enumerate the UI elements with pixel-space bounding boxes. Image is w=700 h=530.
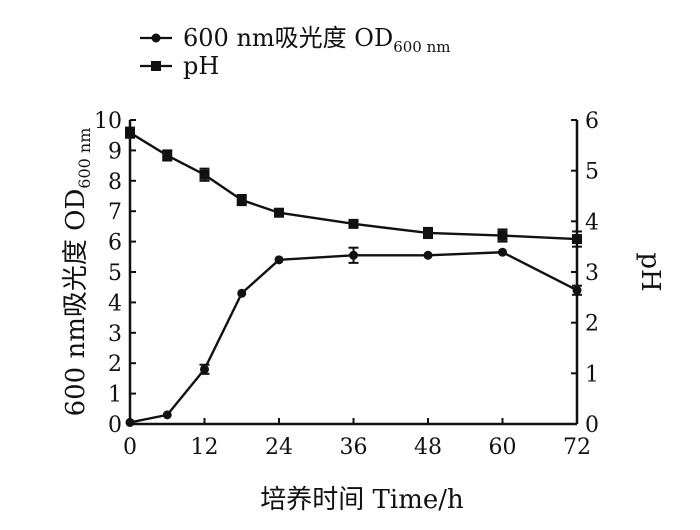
right-y-tick-label: 0 — [585, 413, 599, 438]
left-y-axis-title: 600 nm吸光度 OD600 nm — [61, 128, 94, 417]
series-line-od — [129, 251, 578, 424]
left-y-tick-label: 0 — [108, 413, 122, 438]
data-point-od — [349, 250, 358, 260]
legend: 600 nm吸光度 OD600 nm pH — [140, 24, 451, 80]
data-point-ph — [497, 230, 508, 241]
x-axis-title: 培养时间 Time/h — [260, 485, 464, 515]
data-point-ph — [572, 234, 582, 245]
x-tick-label: 48 — [414, 435, 442, 460]
left-y-tick-label: 1 — [108, 383, 122, 408]
right-y-tick-label: 1 — [585, 362, 599, 387]
left-y-axis-title-main: 600 nm吸光度 OD — [61, 189, 91, 417]
legend-item-od: 600 nm吸光度 OD600 nm — [140, 24, 451, 56]
left-y-tick-label: 8 — [108, 170, 122, 195]
data-markers — [125, 127, 582, 427]
legend-label-ph: pH — [183, 52, 219, 80]
data-point-ph — [423, 227, 433, 238]
left-y-axis-title-sub: 600 nm — [75, 128, 94, 189]
x-tick-label: 72 — [563, 435, 591, 460]
data-point-od — [572, 285, 582, 295]
right-y-tick-label: 2 — [585, 312, 599, 337]
x-tick-label: 36 — [340, 435, 368, 460]
x-tick-label: 12 — [191, 435, 219, 460]
left-y-tick-label: 2 — [108, 352, 122, 377]
left-y-tick-label: 6 — [108, 231, 122, 256]
legend-item-ph: pH — [140, 52, 219, 80]
left-y-axis-ticks: 0 1 2 3 4 5 6 7 8 9 10 — [94, 109, 136, 438]
right-y-axis-title: pH — [635, 252, 665, 291]
error-bars — [125, 126, 582, 375]
x-tick-label: 0 — [123, 435, 137, 460]
data-point-od — [423, 250, 433, 260]
legend-label-od: 600 nm吸光度 OD — [183, 24, 393, 52]
x-axis-ticks: 0 12 24 36 48 60 72 — [123, 418, 591, 460]
left-y-tick-label: 5 — [108, 261, 122, 286]
data-point-od — [125, 417, 135, 427]
series-lines — [129, 131, 578, 424]
svg-text:600 nm吸光度 OD600 nm: 600 nm吸光度 OD600 nm — [183, 24, 451, 56]
data-point-od — [237, 288, 247, 298]
right-y-tick-label: 5 — [585, 160, 599, 185]
left-y-tick-label: 10 — [94, 109, 122, 134]
right-y-tick-label: 3 — [585, 261, 599, 286]
x-tick-label: 60 — [489, 435, 517, 460]
left-y-tick-label: 4 — [108, 291, 122, 316]
left-y-tick-label: 9 — [108, 139, 122, 164]
data-point-od — [162, 410, 172, 420]
data-point-ph — [162, 150, 173, 161]
right-y-axis-ticks: 0 1 2 3 4 5 6 — [571, 109, 599, 438]
data-point-od — [274, 255, 284, 265]
data-point-ph — [236, 195, 247, 206]
right-y-tick-label: 4 — [585, 210, 599, 235]
data-point-ph — [125, 127, 135, 138]
left-y-tick-label: 3 — [108, 322, 122, 347]
x-tick-label: 24 — [265, 435, 293, 460]
left-y-tick-label: 7 — [108, 200, 122, 225]
right-y-tick-label: 6 — [585, 109, 599, 134]
data-point-ph — [199, 169, 210, 180]
data-point-ph — [274, 207, 284, 218]
data-point-od — [498, 247, 507, 257]
data-point-ph — [348, 218, 359, 229]
legend-label-od-sub: 600 nm — [393, 38, 450, 56]
data-point-od — [200, 364, 209, 374]
